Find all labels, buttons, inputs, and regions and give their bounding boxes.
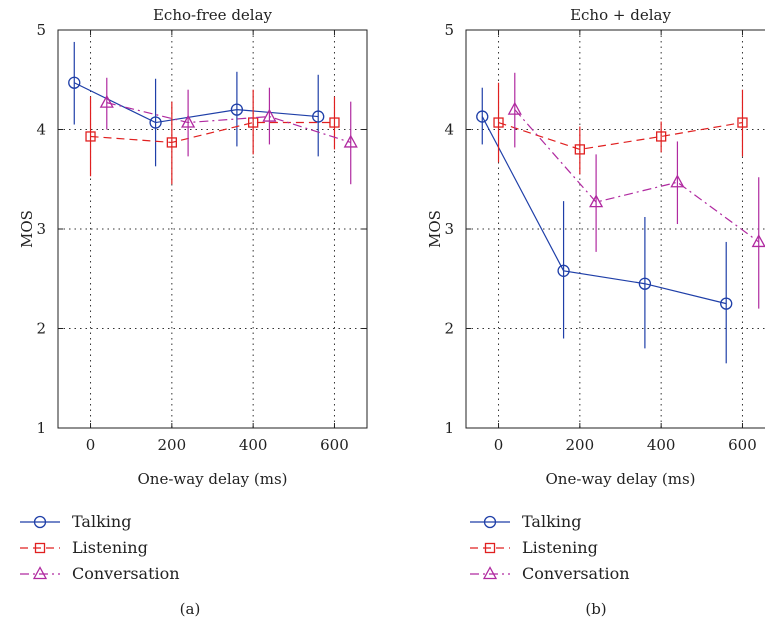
marker-square — [329, 117, 340, 128]
chart-title: Echo-free delay — [153, 6, 273, 24]
x-tick-label: 0 — [494, 436, 504, 454]
marker-square — [493, 117, 504, 128]
y-tick-label: 5 — [36, 21, 46, 39]
x-tick-label: 0 — [86, 436, 96, 454]
y-tick-label: 1 — [444, 419, 454, 437]
series-talking — [476, 87, 733, 364]
marker-square — [484, 542, 496, 554]
marker-triangle — [32, 566, 48, 580]
series-line — [498, 121, 743, 151]
marker-circle — [230, 103, 244, 116]
marker-square — [85, 131, 96, 142]
marker-square — [656, 131, 667, 142]
legend-label: Listening — [72, 538, 148, 557]
marker-triangle — [181, 114, 196, 128]
series-line — [514, 109, 760, 243]
y-tick-label: 2 — [444, 320, 454, 338]
y-tick-label: 3 — [444, 220, 454, 238]
chart-title: Echo + delay — [570, 6, 671, 24]
marker-circle — [33, 515, 47, 529]
y-tick-label: 4 — [444, 121, 454, 139]
series-line — [481, 116, 727, 305]
marker-circle — [638, 277, 652, 290]
series-conversation — [99, 77, 358, 185]
legend-label: Conversation — [72, 564, 180, 583]
chart-panel-a: 0 200 400 600 1 2 3 4 5 Echo-free delay One-way de… — [18, 6, 368, 618]
x-tick-label: 600 — [728, 436, 757, 454]
legend-entry: Talking — [470, 512, 581, 531]
figure-caption: (b) — [585, 600, 606, 618]
marker-square — [248, 117, 259, 128]
marker-triangle — [507, 101, 522, 115]
marker-square — [737, 117, 748, 128]
marker-triangle — [343, 134, 358, 148]
marker-triangle — [482, 566, 498, 580]
y-axis-label: MOS — [426, 210, 444, 248]
marker-circle — [68, 76, 81, 89]
legend-entry: Listening — [470, 538, 598, 557]
marker-circle — [557, 264, 570, 277]
y-tick-label: 1 — [36, 419, 46, 437]
x-tick-label: 400 — [647, 436, 676, 454]
legend-entry: Talking — [20, 512, 131, 531]
marker-circle — [483, 515, 497, 529]
legend-label: Talking — [72, 512, 131, 531]
legend-label: Listening — [522, 538, 598, 557]
series-talking — [68, 41, 325, 167]
y-tick-label: 3 — [36, 220, 46, 238]
marker-square — [166, 137, 177, 148]
marker-triangle — [262, 108, 277, 122]
legend-label: Talking — [522, 512, 581, 531]
y-tick-label: 5 — [444, 21, 454, 39]
legend-label: Conversation — [522, 564, 630, 583]
x-tick-label: 200 — [566, 436, 595, 454]
marker-circle — [720, 297, 733, 310]
marker-circle — [476, 110, 489, 123]
series-line — [106, 102, 351, 144]
y-axis-label: MOS — [18, 210, 36, 248]
chart-panel-b: 0 200 400 600 1 2 3 4 5 Echo + delay One-way delay… — [426, 6, 765, 618]
marker-triangle — [751, 234, 765, 248]
marker-triangle — [670, 174, 685, 188]
series-line — [73, 82, 319, 124]
marker-triangle — [99, 94, 114, 108]
x-tick-label: 200 — [158, 436, 187, 454]
y-tick-label: 2 — [36, 320, 46, 338]
marker-triangle — [589, 194, 604, 208]
series-conversation — [507, 72, 765, 309]
legend-entry: Conversation — [20, 564, 180, 583]
figure-caption: (a) — [180, 600, 201, 618]
x-axis-label: One-way delay (ms) — [137, 470, 287, 488]
marker-circle — [149, 116, 162, 129]
marker-circle — [312, 110, 325, 123]
series-listening — [85, 89, 340, 185]
y-tick-label: 4 — [36, 121, 46, 139]
x-tick-label: 600 — [320, 436, 349, 454]
series-line — [90, 121, 335, 144]
series-listening — [493, 82, 748, 175]
x-axis-label: One-way delay (ms) — [545, 470, 695, 488]
legend-entry: Conversation — [470, 564, 630, 583]
legend-entry: Listening — [20, 538, 148, 557]
x-tick-label: 400 — [239, 436, 268, 454]
marker-square — [574, 144, 585, 155]
marker-square — [34, 542, 46, 554]
